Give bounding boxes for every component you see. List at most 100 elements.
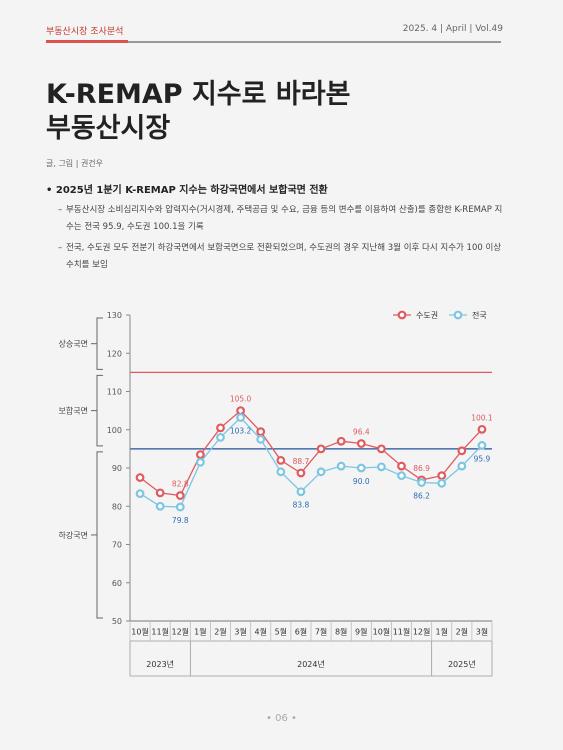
series-point-0 — [356, 439, 366, 448]
series-point-0 — [135, 473, 145, 482]
header-divider — [46, 41, 501, 43]
series-point-0 — [336, 436, 346, 446]
series-point-0 — [276, 455, 286, 465]
y-tick-label: 130 — [107, 311, 122, 320]
series-point-1 — [175, 502, 185, 512]
series-point-1 — [316, 467, 326, 477]
y-tick-label: 80 — [112, 502, 122, 511]
page-number: • 06 • — [266, 713, 297, 724]
title-line-1: K-REMAP 지수로 바라본 — [46, 79, 351, 110]
phase-label: 상승국면 — [59, 339, 88, 349]
author-credit: 글, 그림 | 권건우 — [46, 159, 104, 168]
y-tick-label: 90 — [112, 464, 122, 473]
series-point-0 — [376, 444, 386, 454]
subpoint-2-text: 전국, 수도권 모두 전분기 하강국면에서 보합국면으로 전환되었으며, 수도권… — [66, 243, 502, 270]
series-point-0 — [236, 406, 246, 416]
subpoint-2: – 전국, 수도권 모두 전분기 하강국면에서 보합국면으로 전환되었으며, 수… — [58, 240, 503, 274]
subpoint-1: – 부동산시장 소비심리지수와 압력지수(거시경제, 주택공급 및 수요, 금융… — [58, 202, 503, 236]
data-label: 83.8 — [293, 501, 310, 510]
series-point-1 — [135, 489, 145, 499]
x-tick-label: 2월 — [214, 627, 226, 637]
data-label: 90.0 — [353, 477, 370, 486]
summary-bullet-text: 2025년 1분기 K-REMAP 지수는 하강국면에서 보합국면 전환 — [55, 185, 328, 196]
x-tick-label: 11월 — [393, 627, 411, 637]
series-point-1 — [376, 462, 386, 472]
year-label: 2024년 — [297, 659, 325, 669]
series-point-1 — [216, 432, 225, 442]
series-point-0 — [195, 450, 205, 460]
data-label: 105.0 — [230, 395, 252, 404]
legend-label: 수도권 — [416, 310, 438, 320]
series-point-1 — [236, 413, 246, 422]
page-title: K-REMAP 지수로 바라본 부동산시장 — [46, 78, 350, 146]
x-tick-label: 12월 — [413, 627, 431, 637]
series-point-0 — [256, 427, 266, 437]
y-tick-label: 100 — [107, 426, 122, 435]
y-tick-label: 70 — [112, 541, 122, 550]
series-point-1 — [195, 457, 205, 467]
series-point-1 — [356, 463, 366, 473]
dash-mark: – — [58, 205, 63, 215]
y-tick-label: 120 — [107, 349, 122, 358]
x-tick-label: 2월 — [456, 627, 468, 637]
series-point-0 — [397, 461, 406, 471]
phase-bracket — [96, 451, 103, 619]
series-point-1 — [457, 461, 467, 471]
series-point-1 — [477, 441, 487, 450]
series-point-1 — [276, 467, 286, 477]
legend-marker — [453, 310, 463, 320]
series-point-0 — [316, 444, 326, 454]
x-tick-label: 12월 — [172, 627, 190, 637]
phase-label: 보합국면 — [59, 406, 88, 416]
series-point-0 — [216, 423, 225, 433]
x-tick-label: 9월 — [355, 627, 367, 637]
x-tick-label: 10월 — [131, 627, 149, 637]
x-tick-label: 7월 — [315, 627, 327, 637]
y-tick-label: 60 — [112, 579, 122, 588]
x-tick-label: 1월 — [194, 627, 206, 637]
x-tick-label: 4월 — [254, 627, 266, 637]
subpoint-1-text: 부동산시장 소비심리지수와 압력지수(거시경제, 주택공급 및 수요, 금융 등… — [66, 205, 503, 232]
data-label: 86.9 — [413, 464, 430, 473]
data-label: 96.4 — [353, 428, 370, 437]
data-label: 86.2 — [413, 492, 430, 501]
series-point-1 — [296, 487, 306, 497]
series-point-0 — [296, 468, 306, 478]
series-point-1 — [397, 471, 406, 481]
series-point-0 — [155, 488, 165, 498]
year-label: 2025년 — [448, 659, 476, 669]
series-point-0 — [477, 424, 487, 434]
header-accent-bar — [46, 40, 128, 43]
legend-label: 전국 — [472, 310, 487, 320]
data-label: 100.1 — [471, 413, 493, 422]
x-tick-label: 10월 — [373, 627, 391, 637]
data-label: 95.9 — [474, 454, 491, 463]
y-tick-label: 110 — [107, 388, 122, 397]
phase-bracket — [96, 374, 103, 447]
series-point-1 — [155, 501, 165, 511]
data-label: 79.8 — [172, 516, 189, 525]
x-tick-label: 3월 — [234, 627, 246, 637]
data-label: 82.8 — [172, 480, 189, 489]
series-line-1 — [139, 416, 483, 508]
title-line-2: 부동산시장 — [46, 113, 171, 144]
data-label: 88.7 — [293, 457, 310, 466]
phase-label: 하강국면 — [59, 530, 88, 540]
header-issue: 2025. 4 | April | Vol.49 — [402, 24, 503, 34]
x-tick-label: 8월 — [335, 627, 347, 637]
series-point-0 — [175, 491, 185, 500]
series-point-1 — [256, 434, 266, 444]
x-tick-label: 6월 — [295, 627, 307, 637]
data-label: 103.2 — [230, 427, 252, 436]
series-point-1 — [417, 478, 427, 487]
x-tick-label: 11월 — [151, 627, 169, 637]
summary-bullet: • 2025년 1분기 K-REMAP 지수는 하강국면에서 보합국면 전환 — [46, 185, 328, 196]
y-tick-label: 50 — [112, 617, 122, 626]
x-tick-label: 5월 — [275, 627, 287, 637]
series-point-1 — [336, 461, 346, 471]
phase-bracket — [96, 317, 103, 370]
series-point-0 — [437, 471, 447, 481]
dash-mark: – — [58, 243, 63, 253]
series-point-0 — [457, 446, 467, 456]
legend-marker — [397, 310, 407, 320]
